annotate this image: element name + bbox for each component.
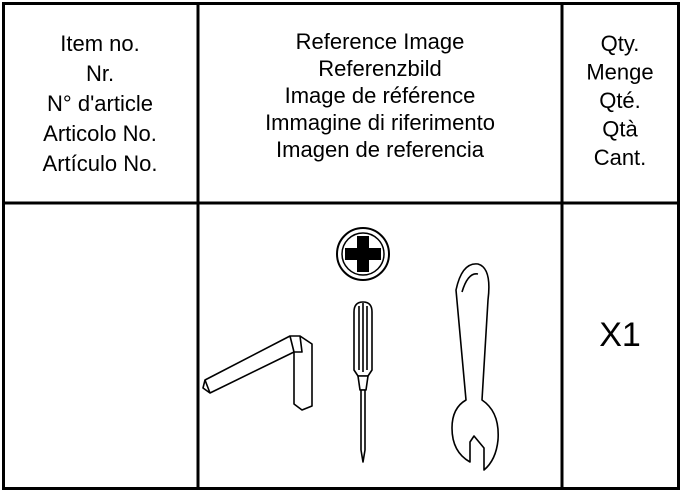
header-text: Referenzbild bbox=[318, 56, 442, 81]
header-text: Artículo No. bbox=[43, 151, 158, 176]
header-text: Imagen de referencia bbox=[276, 137, 485, 162]
wrench-icon bbox=[451, 263, 499, 471]
header-text: Immagine di riferimento bbox=[265, 110, 495, 135]
header-text: Cant. bbox=[594, 145, 647, 170]
header-text: Menge bbox=[586, 59, 653, 84]
header-text: Qtà bbox=[602, 116, 638, 141]
header-text: Nr. bbox=[86, 61, 114, 86]
header-text: Qty. bbox=[601, 31, 640, 56]
header-text: Articolo No. bbox=[43, 121, 157, 146]
header-text: Qté. bbox=[599, 88, 641, 113]
phillips-icon bbox=[336, 227, 390, 281]
header-text: Item no. bbox=[60, 31, 139, 56]
hex-key-icon bbox=[202, 335, 313, 411]
header-text: Image de référence bbox=[285, 83, 476, 108]
screwdriver-icon bbox=[353, 301, 373, 463]
header-text: Reference Image bbox=[296, 29, 465, 54]
quantity: X1 bbox=[599, 316, 641, 354]
header-text: N° d'article bbox=[47, 91, 153, 116]
